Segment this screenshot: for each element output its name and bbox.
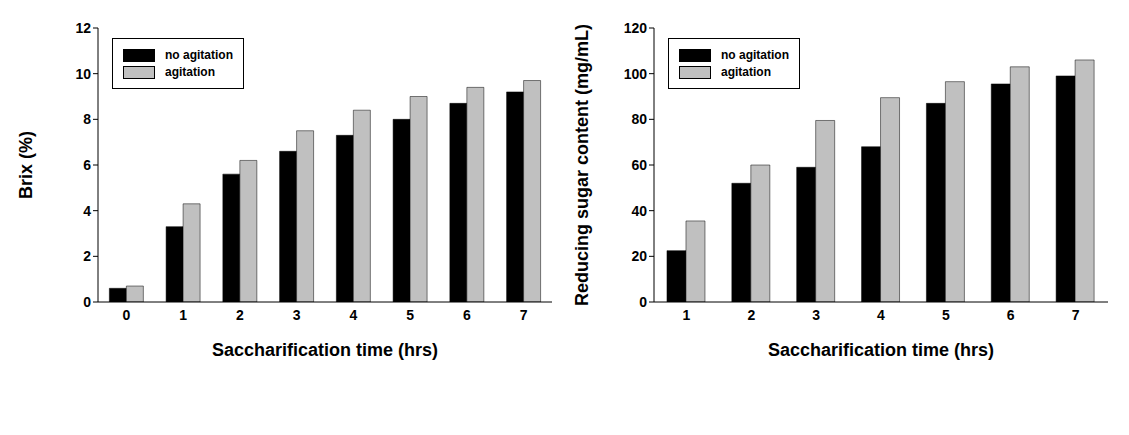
svg-text:Saccharification time (hrs): Saccharification time (hrs) (768, 340, 994, 360)
svg-text:0: 0 (639, 294, 647, 310)
svg-text:4: 4 (877, 307, 885, 323)
svg-text:40: 40 (631, 203, 647, 219)
svg-text:20: 20 (631, 248, 647, 264)
svg-text:7: 7 (520, 307, 528, 323)
svg-text:2: 2 (747, 307, 755, 323)
svg-text:6: 6 (1007, 307, 1015, 323)
svg-text:4: 4 (349, 307, 357, 323)
svg-text:5: 5 (942, 307, 950, 323)
svg-text:Saccharification time (hrs): Saccharification time (hrs) (212, 340, 438, 360)
svg-text:60: 60 (631, 157, 647, 173)
svg-text:120: 120 (624, 20, 648, 36)
html-text:no agitation: no agitation (721, 48, 789, 62)
svg-text:1: 1 (683, 307, 691, 323)
svg-text:100: 100 (624, 66, 648, 82)
svg-text:0: 0 (83, 294, 91, 310)
svg-text:80: 80 (631, 111, 647, 127)
svg-text:12: 12 (75, 20, 91, 36)
svg-text:6: 6 (463, 307, 471, 323)
svg-text:4: 4 (83, 203, 91, 219)
svg-text:2: 2 (83, 248, 91, 264)
svg-text:0: 0 (122, 307, 130, 323)
html-text:no agitation: no agitation (165, 48, 233, 62)
svg-text:2: 2 (236, 307, 244, 323)
svg-text:7: 7 (1072, 307, 1080, 323)
svg-text:10: 10 (75, 66, 91, 82)
html-text:agitation: agitation (721, 65, 771, 79)
svg-text:Reducing sugar content (mg/mL): Reducing sugar content (mg/mL) (572, 24, 592, 306)
svg-text:5: 5 (406, 307, 414, 323)
svg-text:3: 3 (293, 307, 301, 323)
svg-text:Brix (%): Brix (%) (16, 131, 36, 199)
svg-text:6: 6 (83, 157, 91, 173)
svg-text:3: 3 (812, 307, 820, 323)
svg-text:8: 8 (83, 111, 91, 127)
html-text:agitation: agitation (165, 65, 215, 79)
svg-text:1: 1 (179, 307, 187, 323)
